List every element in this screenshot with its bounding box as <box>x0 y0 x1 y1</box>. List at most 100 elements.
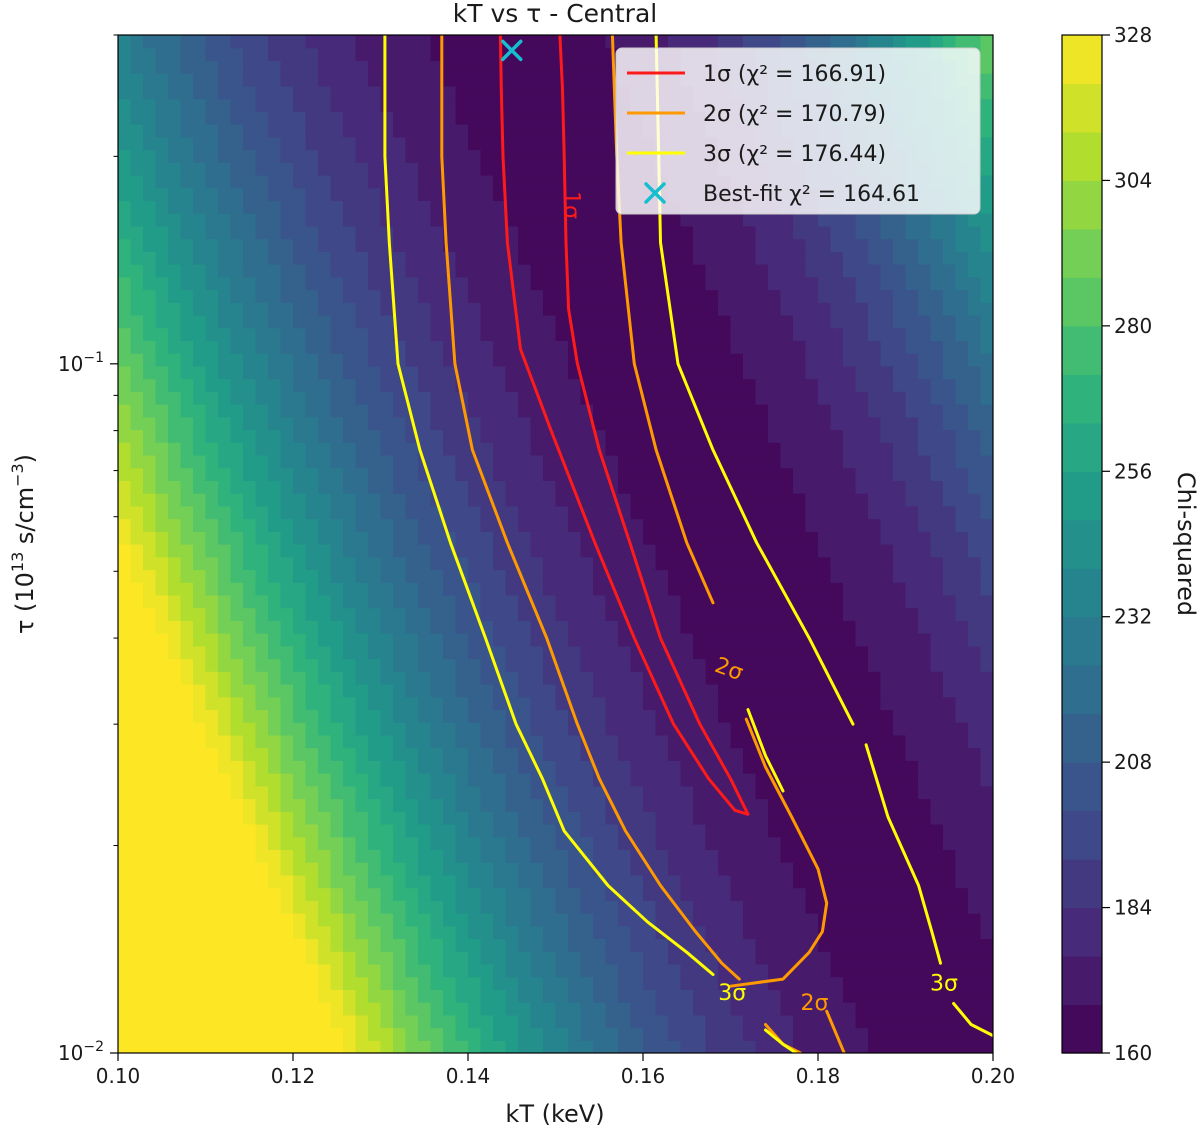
heatmap-cell <box>418 1027 432 1041</box>
heatmap-cell <box>243 353 257 367</box>
heatmap-cell <box>580 989 594 1003</box>
heatmap-cell <box>605 963 619 978</box>
heatmap-cell <box>880 480 894 494</box>
heatmap-cell <box>155 798 169 812</box>
heatmap-cell <box>255 60 269 74</box>
heatmap-cell <box>443 645 457 660</box>
heatmap-cell <box>718 276 732 291</box>
heatmap-cell <box>868 709 882 723</box>
heatmap-cell <box>193 989 207 1003</box>
heatmap-cell <box>205 174 219 189</box>
heatmap-cell <box>793 569 807 583</box>
heatmap-cell <box>518 645 532 660</box>
heatmap-cell <box>730 594 744 609</box>
heatmap-cell <box>455 951 469 965</box>
heatmap-cell <box>280 340 294 354</box>
heatmap-cell <box>468 35 482 49</box>
heatmap-cell <box>593 85 607 100</box>
heatmap-cell <box>168 136 182 151</box>
heatmap-cell <box>730 531 744 545</box>
heatmap-cell <box>843 213 857 227</box>
heatmap-cell <box>455 454 469 469</box>
heatmap-cell <box>355 607 369 621</box>
heatmap-cell <box>318 976 332 990</box>
heatmap-cell <box>305 913 319 927</box>
heatmap-cell <box>405 518 419 532</box>
heatmap-cell <box>205 823 219 838</box>
heatmap-cell <box>218 683 232 698</box>
heatmap-cell <box>118 696 132 711</box>
heatmap-cell <box>268 111 282 125</box>
heatmap-cell <box>630 480 644 494</box>
heatmap-cell <box>305 314 319 329</box>
heatmap-cell <box>230 1040 244 1053</box>
heatmap-cell <box>680 900 694 914</box>
heatmap-cell <box>280 416 294 431</box>
heatmap-cell <box>855 378 869 392</box>
heatmap-cell <box>668 823 682 838</box>
heatmap-cell <box>855 683 869 698</box>
heatmap-cell <box>280 238 294 252</box>
heatmap-cell <box>755 709 769 723</box>
heatmap-cell <box>830 365 844 380</box>
heatmap-cell <box>880 569 894 583</box>
heatmap-cell <box>418 811 432 825</box>
heatmap-cell <box>143 493 157 507</box>
heatmap-cell <box>405 340 419 354</box>
heatmap-cell <box>455 238 469 252</box>
heatmap-cell <box>543 722 557 736</box>
heatmap-cell <box>880 976 894 990</box>
heatmap-cell <box>868 633 882 647</box>
heatmap-cell <box>505 607 519 621</box>
heatmap-cell <box>505 620 519 634</box>
heatmap-cell <box>843 620 857 634</box>
heatmap-cell <box>280 734 294 749</box>
heatmap-cell <box>280 671 294 685</box>
heatmap-cell <box>143 734 157 749</box>
heatmap-cell <box>355 289 369 303</box>
heatmap-cell <box>705 874 719 889</box>
heatmap-cell <box>143 683 157 698</box>
heatmap-cell <box>530 276 544 291</box>
heatmap-cell <box>568 35 582 49</box>
heatmap-cell <box>568 849 582 863</box>
heatmap-cell <box>443 785 457 800</box>
heatmap-cell <box>280 836 294 850</box>
heatmap-cell <box>355 124 369 138</box>
heatmap-cell <box>180 556 194 571</box>
heatmap-cell <box>793 302 807 316</box>
heatmap-cell <box>830 823 844 838</box>
heatmap-cell <box>305 213 319 227</box>
heatmap-cell <box>355 658 369 672</box>
heatmap-cell <box>368 85 382 100</box>
heatmap-cell <box>893 989 907 1003</box>
heatmap-cell <box>343 391 357 405</box>
heatmap-cell <box>130 442 144 456</box>
heatmap-cell <box>668 454 682 469</box>
heatmap-cell <box>430 238 444 252</box>
heatmap-cell <box>255 773 269 787</box>
heatmap-cell <box>343 671 357 685</box>
heatmap-cell <box>793 442 807 456</box>
heatmap-cell <box>730 582 744 596</box>
heatmap-cell <box>680 671 694 685</box>
heatmap-cell <box>293 1014 307 1029</box>
heatmap-cell <box>455 862 469 876</box>
heatmap-cell <box>518 73 532 87</box>
heatmap-cell <box>693 225 707 240</box>
heatmap-cell <box>230 913 244 927</box>
heatmap-cell <box>618 544 632 558</box>
heatmap-cell <box>655 747 669 761</box>
heatmap-cell <box>130 314 144 329</box>
heatmap-cell <box>543 709 557 723</box>
heatmap-cell <box>780 289 794 303</box>
heatmap-cell <box>405 1027 419 1041</box>
heatmap-cell <box>880 633 894 647</box>
heatmap-cell <box>605 976 619 990</box>
heatmap-cell <box>155 645 169 660</box>
heatmap-cell <box>268 913 282 927</box>
heatmap-cell <box>268 200 282 214</box>
heatmap-cell <box>655 862 669 876</box>
heatmap-cell <box>443 416 457 431</box>
heatmap-cell <box>705 862 719 876</box>
